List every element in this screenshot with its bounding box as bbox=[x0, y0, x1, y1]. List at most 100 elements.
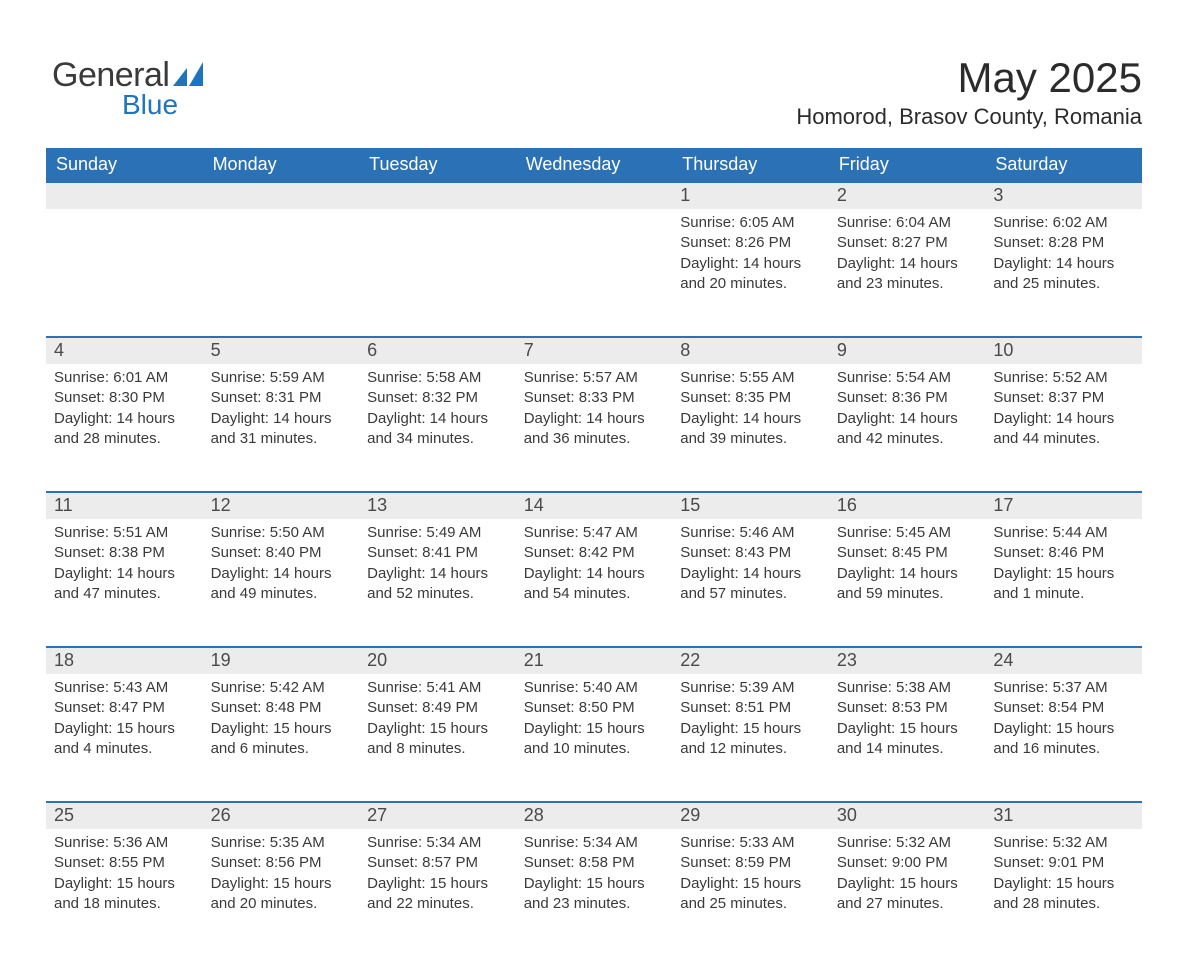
day-daylight2: and 52 minutes. bbox=[367, 584, 508, 604]
day-number: 21 bbox=[516, 648, 673, 674]
daynum-row: 45678910 bbox=[46, 338, 1142, 364]
day-sunset: Sunset: 8:55 PM bbox=[54, 853, 195, 873]
day-number: 24 bbox=[985, 648, 1142, 674]
day-daylight1: Daylight: 14 hours bbox=[680, 254, 821, 274]
day-sunset: Sunset: 8:41 PM bbox=[367, 543, 508, 563]
day-daylight2: and 36 minutes. bbox=[524, 429, 665, 449]
day-daylight2: and 20 minutes. bbox=[211, 894, 352, 914]
day-cell: Sunrise: 5:47 AMSunset: 8:42 PMDaylight:… bbox=[516, 519, 673, 614]
day-daylight2: and 18 minutes. bbox=[54, 894, 195, 914]
day-cell: Sunrise: 6:02 AMSunset: 8:28 PMDaylight:… bbox=[985, 209, 1142, 304]
day-daylight2: and 28 minutes. bbox=[993, 894, 1134, 914]
day-daylight1: Daylight: 15 hours bbox=[367, 719, 508, 739]
day-daylight2: and 42 minutes. bbox=[837, 429, 978, 449]
day-daylight2: and 34 minutes. bbox=[367, 429, 508, 449]
day-sunset: Sunset: 8:48 PM bbox=[211, 698, 352, 718]
day-daylight1: Daylight: 14 hours bbox=[367, 409, 508, 429]
day-cell: Sunrise: 5:41 AMSunset: 8:49 PMDaylight:… bbox=[359, 674, 516, 769]
day-cell: Sunrise: 5:34 AMSunset: 8:57 PMDaylight:… bbox=[359, 829, 516, 924]
day-sunset: Sunset: 8:32 PM bbox=[367, 388, 508, 408]
header: May 2025 Homorod, Brasov County, Romania bbox=[46, 54, 1142, 130]
day-cell: Sunrise: 5:43 AMSunset: 8:47 PMDaylight:… bbox=[46, 674, 203, 769]
day-number: 22 bbox=[672, 648, 829, 674]
day-sunrise: Sunrise: 5:42 AM bbox=[211, 678, 352, 698]
day-sunrise: Sunrise: 5:41 AM bbox=[367, 678, 508, 698]
weekday-header: Tuesday bbox=[359, 148, 516, 183]
day-cell: Sunrise: 5:51 AMSunset: 8:38 PMDaylight:… bbox=[46, 519, 203, 614]
weekday-header-row: Sunday Monday Tuesday Wednesday Thursday… bbox=[46, 148, 1142, 183]
day-cell: Sunrise: 5:58 AMSunset: 8:32 PMDaylight:… bbox=[359, 364, 516, 459]
day-sunrise: Sunrise: 5:59 AM bbox=[211, 368, 352, 388]
day-sunrise: Sunrise: 5:32 AM bbox=[837, 833, 978, 853]
day-daylight2: and 25 minutes. bbox=[993, 274, 1134, 294]
day-sunrise: Sunrise: 5:49 AM bbox=[367, 523, 508, 543]
day-sunrise: Sunrise: 5:52 AM bbox=[993, 368, 1134, 388]
day-daylight2: and 10 minutes. bbox=[524, 739, 665, 759]
day-sunrise: Sunrise: 5:55 AM bbox=[680, 368, 821, 388]
day-daylight2: and 57 minutes. bbox=[680, 584, 821, 604]
day-daylight1: Daylight: 15 hours bbox=[993, 564, 1134, 584]
weekday-header: Friday bbox=[829, 148, 986, 183]
day-daylight2: and 25 minutes. bbox=[680, 894, 821, 914]
day-daylight1: Daylight: 15 hours bbox=[367, 874, 508, 894]
day-sunrise: Sunrise: 5:36 AM bbox=[54, 833, 195, 853]
day-number: 1 bbox=[672, 183, 829, 209]
day-daylight1: Daylight: 14 hours bbox=[993, 409, 1134, 429]
page: General Blue May 2025 Homorod, Brasov Co… bbox=[0, 0, 1188, 918]
day-sunrise: Sunrise: 6:01 AM bbox=[54, 368, 195, 388]
month-title: May 2025 bbox=[46, 54, 1142, 102]
day-daylight1: Daylight: 15 hours bbox=[993, 719, 1134, 739]
day-sunset: Sunset: 8:35 PM bbox=[680, 388, 821, 408]
day-number: 16 bbox=[829, 493, 986, 519]
day-cell: Sunrise: 5:46 AMSunset: 8:43 PMDaylight:… bbox=[672, 519, 829, 614]
day-daylight1: Daylight: 15 hours bbox=[211, 874, 352, 894]
day-cell: Sunrise: 5:57 AMSunset: 8:33 PMDaylight:… bbox=[516, 364, 673, 459]
day-number: 12 bbox=[203, 493, 360, 519]
day-sunrise: Sunrise: 5:44 AM bbox=[993, 523, 1134, 543]
day-number: 13 bbox=[359, 493, 516, 519]
day-daylight1: Daylight: 15 hours bbox=[211, 719, 352, 739]
day-cell: Sunrise: 6:01 AMSunset: 8:30 PMDaylight:… bbox=[46, 364, 203, 459]
logo: General Blue bbox=[52, 56, 207, 121]
day-number bbox=[359, 183, 516, 209]
day-sunset: Sunset: 8:31 PM bbox=[211, 388, 352, 408]
day-sunrise: Sunrise: 5:54 AM bbox=[837, 368, 978, 388]
day-cell: Sunrise: 5:38 AMSunset: 8:53 PMDaylight:… bbox=[829, 674, 986, 769]
week-body-row: Sunrise: 6:01 AMSunset: 8:30 PMDaylight:… bbox=[46, 364, 1142, 492]
day-daylight1: Daylight: 14 hours bbox=[54, 564, 195, 584]
day-number: 14 bbox=[516, 493, 673, 519]
day-sunset: Sunset: 8:50 PM bbox=[524, 698, 665, 718]
day-daylight1: Daylight: 15 hours bbox=[54, 719, 195, 739]
day-sunrise: Sunrise: 5:47 AM bbox=[524, 523, 665, 543]
day-sunrise: Sunrise: 5:32 AM bbox=[993, 833, 1134, 853]
day-cell bbox=[46, 209, 203, 223]
day-number: 18 bbox=[46, 648, 203, 674]
day-cell: Sunrise: 5:44 AMSunset: 8:46 PMDaylight:… bbox=[985, 519, 1142, 614]
day-daylight1: Daylight: 15 hours bbox=[993, 874, 1134, 894]
day-daylight1: Daylight: 14 hours bbox=[211, 409, 352, 429]
calendar-table: Sunday Monday Tuesday Wednesday Thursday… bbox=[46, 148, 1142, 957]
day-sunrise: Sunrise: 5:37 AM bbox=[993, 678, 1134, 698]
day-sunrise: Sunrise: 5:58 AM bbox=[367, 368, 508, 388]
day-daylight1: Daylight: 14 hours bbox=[993, 254, 1134, 274]
day-sunset: Sunset: 8:59 PM bbox=[680, 853, 821, 873]
day-cell: Sunrise: 5:50 AMSunset: 8:40 PMDaylight:… bbox=[203, 519, 360, 614]
day-cell: Sunrise: 5:37 AMSunset: 8:54 PMDaylight:… bbox=[985, 674, 1142, 769]
day-cell: Sunrise: 5:49 AMSunset: 8:41 PMDaylight:… bbox=[359, 519, 516, 614]
day-sunset: Sunset: 9:01 PM bbox=[993, 853, 1134, 873]
day-number: 8 bbox=[672, 338, 829, 364]
week-body-row: Sunrise: 5:36 AMSunset: 8:55 PM Daylight:… bbox=[46, 829, 1142, 957]
day-number: 7 bbox=[516, 338, 673, 364]
day-cell: Sunrise: 5:32 AMSunset: 9:01 PMDaylight:… bbox=[985, 829, 1142, 924]
day-number: 29 bbox=[672, 803, 829, 829]
day-daylight2: and 12 minutes. bbox=[680, 739, 821, 759]
day-daylight1: Daylight: 15 hours bbox=[524, 874, 665, 894]
day-number: 30 bbox=[829, 803, 986, 829]
day-sunset: Sunset: 8:40 PM bbox=[211, 543, 352, 563]
day-cell: Sunrise: 6:05 AMSunset: 8:26 PMDaylight:… bbox=[672, 209, 829, 304]
day-sunrise: Sunrise: 6:02 AM bbox=[993, 213, 1134, 233]
day-number: 27 bbox=[359, 803, 516, 829]
day-sunrise: Sunrise: 5:34 AM bbox=[524, 833, 665, 853]
day-sunset: Sunset: 8:26 PM bbox=[680, 233, 821, 253]
week-body-row: Sunrise: 5:51 AMSunset: 8:38 PMDaylight:… bbox=[46, 519, 1142, 647]
